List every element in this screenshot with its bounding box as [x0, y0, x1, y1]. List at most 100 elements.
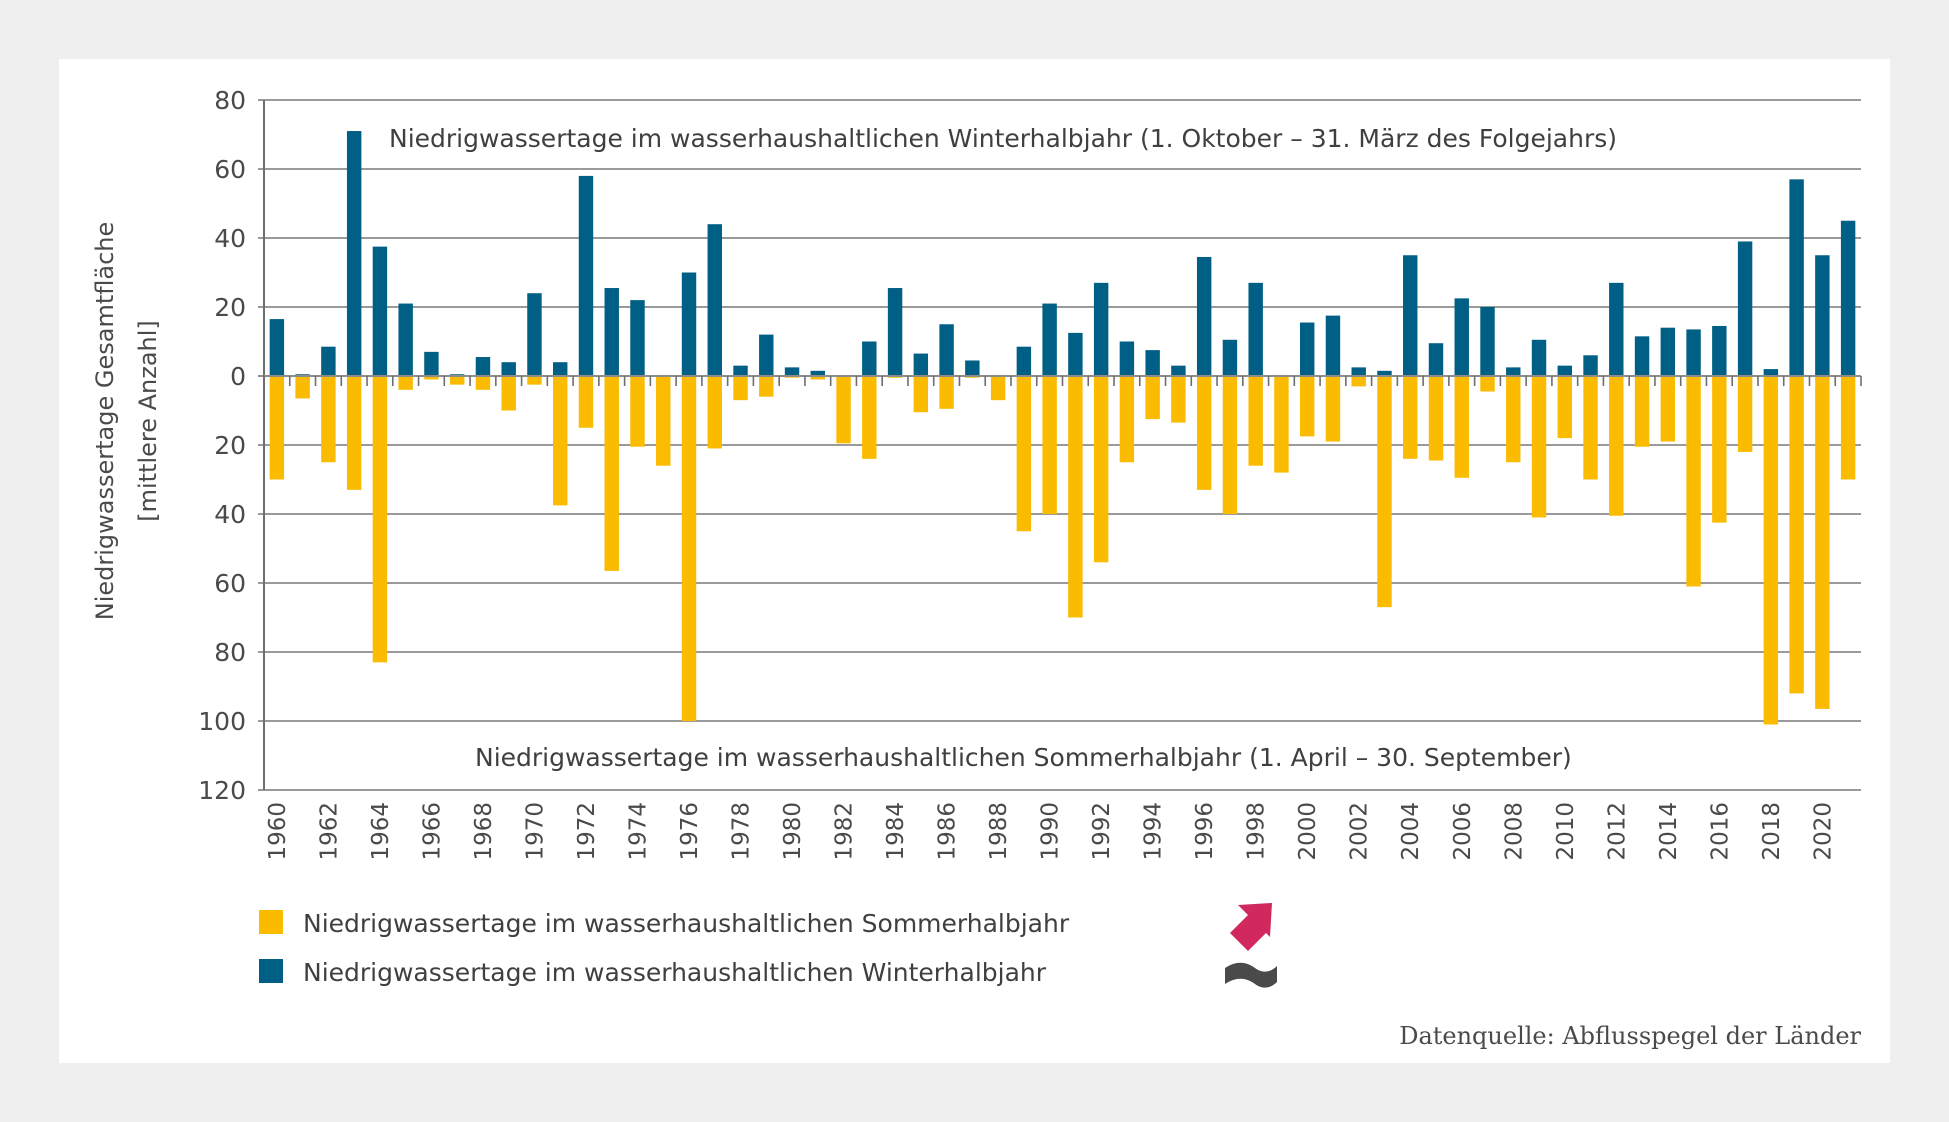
legend-swatch-winter — [259, 959, 283, 983]
bar-winter-1974 — [630, 300, 645, 376]
x-tick-label: 1962 — [316, 802, 342, 861]
bar-summer-2010 — [1557, 376, 1572, 439]
bar-winter-1998 — [1248, 282, 1263, 376]
bar-winter-2003 — [1377, 370, 1392, 376]
bar-winter-2015 — [1686, 329, 1701, 376]
bar-summer-1974 — [630, 376, 645, 447]
bar-summer-2005 — [1428, 376, 1444, 461]
bar-summer-2015 — [1686, 376, 1701, 587]
y-tick-label: 120 — [198, 776, 246, 805]
bar-winter-1989 — [1016, 346, 1032, 376]
bar-summer-1961 — [295, 376, 310, 399]
x-tick-label: 1992 — [1089, 802, 1115, 861]
x-tick-label: 1988 — [986, 802, 1012, 861]
bar-winter-1966 — [424, 351, 439, 376]
legend-item-winter: Niedrigwassertage im wasserhaushaltliche… — [259, 958, 1277, 988]
bar-winter-1981 — [810, 370, 826, 376]
trend-up-arrow-icon — [1230, 903, 1272, 951]
bar-summer-1991 — [1068, 376, 1083, 618]
x-tick-label: 2000 — [1295, 802, 1321, 861]
y-tick-label: 60 — [214, 155, 246, 184]
bar-winter-2005 — [1428, 343, 1444, 376]
x-tick-label: 2014 — [1656, 802, 1682, 861]
bar-summer-1964 — [372, 376, 388, 663]
bar-winter-2014 — [1660, 327, 1676, 376]
trend-none-wave-icon — [1225, 962, 1277, 988]
bar-winter-2019 — [1789, 179, 1804, 376]
y-tick-label: 80 — [214, 638, 246, 667]
bar-summer-1992 — [1093, 376, 1109, 563]
bar-winter-2004 — [1403, 255, 1418, 376]
bar-summer-2018 — [1763, 376, 1779, 725]
x-tick-label: 1960 — [265, 802, 291, 861]
bar-winter-2020 — [1815, 255, 1830, 376]
legend-label-winter: Niedrigwassertage im wasserhaushaltliche… — [303, 958, 1047, 987]
bar-summer-1963 — [346, 376, 362, 490]
bar-winter-2011 — [1583, 355, 1598, 376]
x-tick-label: 2018 — [1759, 802, 1785, 861]
x-tick-labels: 1960 1962 1964 1966 1968 1970 1972 1974 1976 1978… — [265, 802, 1836, 861]
bar-summer-2020 — [1815, 376, 1830, 709]
x-tick-label: 1970 — [522, 802, 548, 861]
bar-winter-1984 — [887, 288, 903, 376]
x-tick-label: 1984 — [883, 802, 909, 861]
legend: Niedrigwassertage im wasserhaushaltliche… — [259, 903, 1277, 988]
bar-summer-1981 — [810, 376, 826, 380]
bar-summer-2017 — [1737, 376, 1753, 452]
bar-winter-1994 — [1145, 350, 1160, 376]
summer-annotation: Niedrigwassertage im wasserhaushaltliche… — [475, 743, 1572, 772]
y-tick-label: 20 — [214, 431, 246, 460]
y-tick-label: 80 — [214, 86, 246, 115]
bar-winter-1971 — [553, 362, 568, 376]
bar-summer-2002 — [1351, 376, 1366, 387]
x-tick-label: 1990 — [1038, 802, 1064, 861]
bar-summer-1982 — [836, 376, 851, 444]
bar-summer-1962 — [321, 376, 336, 463]
x-tick-label: 2020 — [1810, 802, 1836, 861]
bar-winter-2018 — [1763, 369, 1779, 376]
winter-annotation: Niedrigwassertage im wasserhaushaltliche… — [389, 124, 1617, 153]
x-tick-label: 1966 — [419, 802, 445, 861]
bar-winter-1979 — [759, 334, 774, 376]
bar-summer-1975 — [656, 376, 671, 466]
bar-winter-1985 — [913, 353, 929, 376]
bar-winter-2000 — [1299, 322, 1315, 376]
bar-summer-1983 — [862, 376, 877, 459]
bar-winter-1996 — [1196, 256, 1212, 376]
x-tick-label: 2004 — [1398, 802, 1424, 861]
bar-summer-1997 — [1222, 376, 1238, 514]
bar-summer-2021 — [1840, 376, 1856, 480]
bar-summer-2001 — [1325, 376, 1341, 442]
bar-summer-2013 — [1634, 376, 1650, 447]
x-tick-label: 1978 — [729, 802, 755, 861]
bar-summer-2011 — [1583, 376, 1598, 480]
bar-winter-1987 — [965, 360, 980, 376]
bar-winter-2012 — [1609, 282, 1624, 376]
bar-summer-2003 — [1377, 376, 1392, 608]
bar-winter-1962 — [321, 346, 336, 376]
x-tick-label: 1980 — [780, 802, 806, 861]
bar-winter-1993 — [1119, 341, 1135, 376]
y-axis-label-line2: [mittlere Anzahl] — [134, 320, 162, 522]
bar-summer-1960 — [269, 376, 285, 480]
x-tick-label: 1994 — [1141, 802, 1167, 861]
legend-swatch-summer — [259, 910, 283, 934]
bar-summer-1979 — [759, 376, 774, 397]
x-tick-label: 1982 — [832, 802, 858, 861]
x-tick-label: 1974 — [625, 802, 651, 861]
x-tick-label: 1998 — [1244, 802, 1270, 861]
bar-summer-2008 — [1506, 376, 1521, 463]
bar-winter-1991 — [1068, 332, 1083, 376]
bar-winter-1968 — [475, 357, 491, 376]
x-tick-label: 2012 — [1604, 802, 1630, 861]
legend-label-summer: Niedrigwassertage im wasserhaushaltliche… — [303, 909, 1070, 938]
bar-winter-1986 — [939, 324, 954, 376]
x-tick-label: 2010 — [1553, 802, 1579, 861]
x-tick-label: 1986 — [935, 802, 961, 861]
bar-winter-1976 — [681, 272, 697, 376]
bar-winter-2007 — [1480, 307, 1495, 376]
bar-summer-1968 — [475, 376, 491, 390]
y-tick-label: 0 — [230, 362, 246, 391]
bar-winter-2013 — [1634, 336, 1650, 376]
bar-winter-1983 — [862, 341, 877, 376]
